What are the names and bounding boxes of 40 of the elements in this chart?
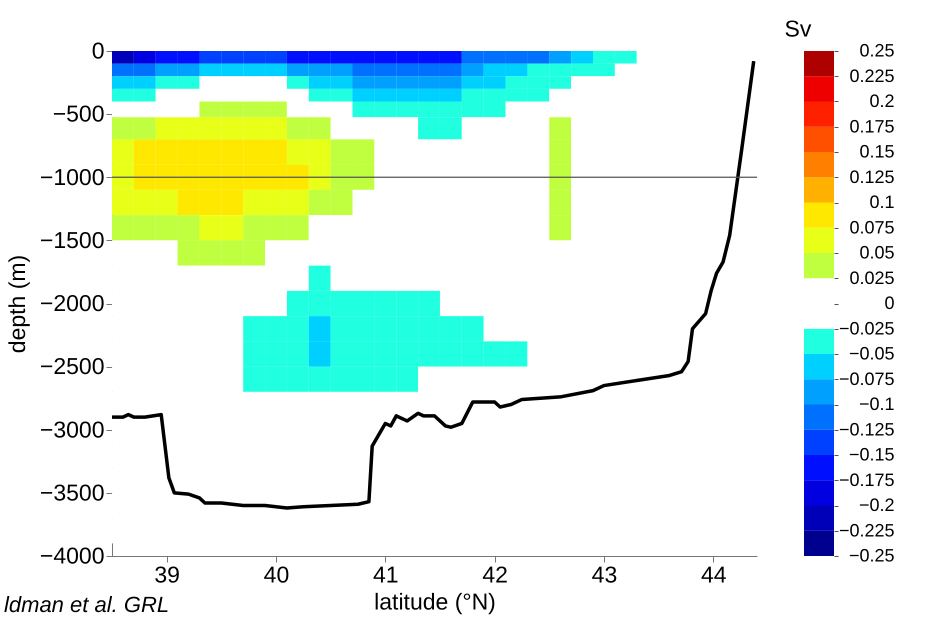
y-tick-label: −3500 — [40, 479, 104, 506]
color-bar-label: −0.075 — [838, 368, 894, 389]
color-bar-label: 0.125 — [849, 166, 894, 187]
color-bar-label: −0.175 — [838, 470, 894, 490]
color-bar-label: 0.1 — [869, 192, 894, 212]
y-tick-label: −1000 — [40, 164, 104, 190]
y-tick-label: −2500 — [40, 353, 104, 380]
x-tick-label: 41 — [373, 562, 399, 588]
color-bar-label: −0.025 — [838, 318, 894, 338]
x-tick-label: 40 — [264, 562, 290, 588]
color-bar-label: 0.2 — [869, 91, 894, 111]
color-bar-label: 0.15 — [859, 142, 894, 162]
y-tick-label: −3000 — [40, 416, 104, 442]
color-bar-label: −0.15 — [848, 444, 894, 464]
y-tick-label: 0 — [92, 38, 104, 64]
y-tick-label: −4000 — [40, 542, 104, 568]
color-bar-label: 0.075 — [849, 217, 894, 238]
color-bar-label: 0.05 — [859, 242, 894, 262]
color-bar-label: −0.05 — [848, 344, 894, 364]
color-bar-label: −0.225 — [838, 520, 894, 540]
x-tick-label: 44 — [700, 562, 727, 588]
y-tick-label: −2000 — [40, 290, 104, 316]
color-bar-label: −0.125 — [838, 419, 894, 440]
color-bar-label: 0.25 — [859, 40, 894, 60]
color-bar-label: −0.25 — [848, 546, 894, 566]
x-tick-label: 43 — [592, 562, 618, 588]
y-axis-title: depth (m) — [4, 254, 30, 354]
text: ldman et al. GRL — [4, 592, 170, 618]
x-axis-title: latitude (°N) — [374, 588, 496, 614]
y-tick-label: −500 — [52, 100, 104, 127]
color-bar-label: 0.175 — [849, 116, 894, 136]
color-bar-label: 0 — [884, 293, 894, 313]
color-bar-label: −0.1 — [858, 394, 894, 414]
x-tick-label: 39 — [154, 562, 180, 588]
color-bar-label: 0.025 — [849, 268, 894, 288]
x-tick-label: 42 — [482, 562, 508, 588]
color-bar-title: Sv — [784, 16, 812, 42]
color-bar-label: 0.225 — [849, 66, 894, 86]
color-bar-label: −0.2 — [858, 495, 894, 515]
y-tick-label: −1500 — [40, 226, 104, 253]
